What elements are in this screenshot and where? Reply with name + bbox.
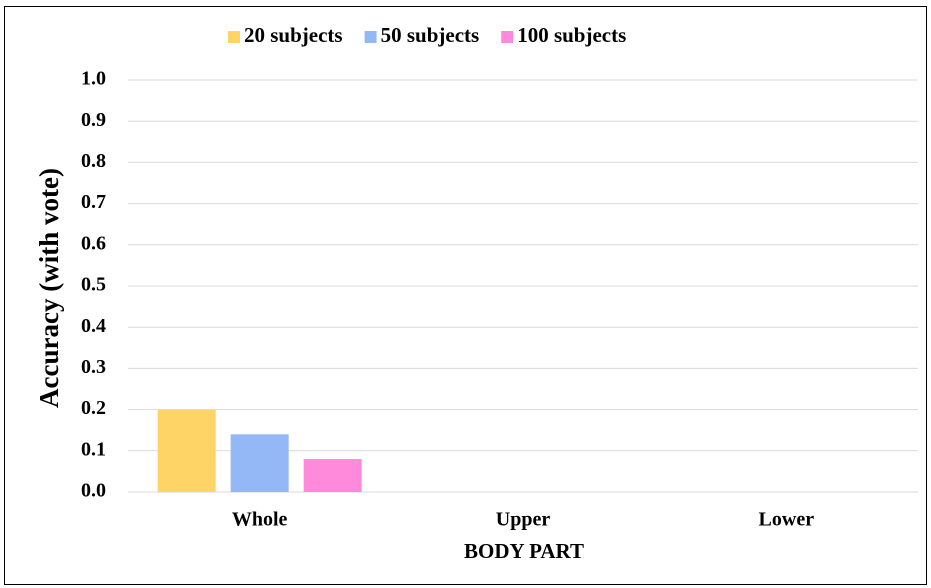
x-tick-label: Upper	[496, 509, 551, 531]
bar	[303, 459, 362, 492]
bar	[157, 409, 216, 492]
legend-swatch	[364, 31, 377, 43]
bar	[230, 434, 289, 492]
x-axis-label: BODY PART	[464, 539, 584, 563]
legend-label: 100 subjects	[517, 23, 626, 47]
y-tick-label: 1.0	[81, 68, 106, 90]
legend-swatch	[228, 31, 240, 43]
y-tick-label: 0.5	[81, 274, 106, 296]
legend-label: 20 subjects	[244, 23, 343, 47]
y-tick-label: 0.1	[81, 438, 106, 460]
y-tick-label: 0.4	[81, 315, 106, 337]
x-tick-label: Whole	[232, 509, 288, 531]
y-tick-label: 0.3	[81, 356, 106, 378]
y-tick-label: 0.9	[81, 109, 106, 131]
legend-label: 50 subjects	[381, 23, 480, 47]
y-tick-label: 0.0	[81, 480, 106, 502]
y-tick-label: 0.7	[81, 191, 106, 213]
x-tick-label: Lower	[759, 509, 815, 531]
y-tick-label: 0.6	[81, 232, 106, 254]
legend-swatch	[501, 31, 514, 43]
y-tick-label: 0.8	[81, 150, 106, 172]
y-tick-label: 0.2	[81, 397, 106, 419]
chart-border	[4, 6, 927, 585]
y-axis-label: Accuracy (with vote)	[34, 168, 64, 408]
